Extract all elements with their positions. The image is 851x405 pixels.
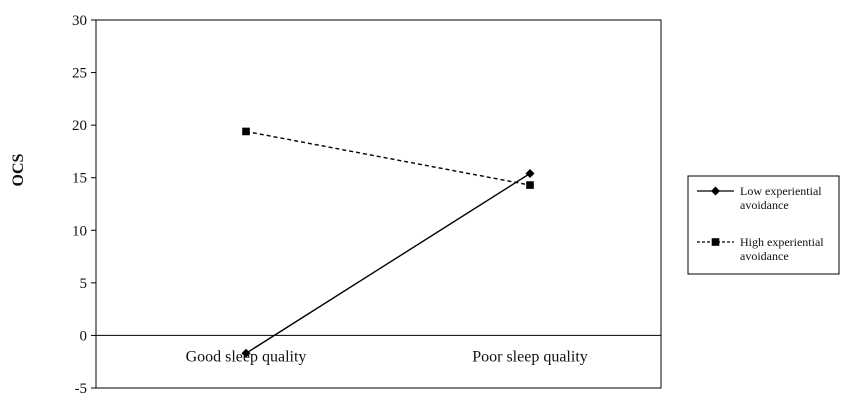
data-point-diamond: [525, 169, 535, 179]
x-category-label: Poor sleep quality: [472, 348, 588, 365]
legend-label: avoidance: [740, 198, 789, 212]
series-line: [245, 130, 531, 186]
y-tick-label: 10: [72, 223, 87, 239]
y-tick-label: 15: [72, 171, 87, 187]
y-tick-label: 25: [72, 66, 87, 82]
y-axis-title: OCS: [10, 153, 27, 186]
legend-label: avoidance: [740, 249, 789, 263]
legend-label: High experiential: [740, 235, 824, 249]
y-tick-label: 30: [72, 13, 87, 29]
plot-area: [95, 19, 662, 389]
data-point-diamond: [241, 348, 251, 358]
y-tick-label: 0: [80, 328, 88, 344]
data-point-square: [242, 127, 250, 136]
series-high-experiential-avoidance: [242, 127, 534, 189]
data-point-diamond: [711, 186, 720, 196]
series-line: [245, 172, 531, 354]
series-group: [241, 127, 535, 358]
data-point-square: [711, 238, 720, 246]
y-tick-label: -5: [75, 381, 88, 397]
series-low-experiential-avoidance: [241, 169, 535, 358]
y-axis: 30 25 20 15 10 5 0 -5: [72, 13, 96, 397]
legend-label: Low experiential: [740, 184, 822, 198]
y-tick-label: 20: [72, 118, 87, 134]
data-point-square: [526, 181, 534, 189]
y-tick-label: 5: [80, 276, 88, 292]
